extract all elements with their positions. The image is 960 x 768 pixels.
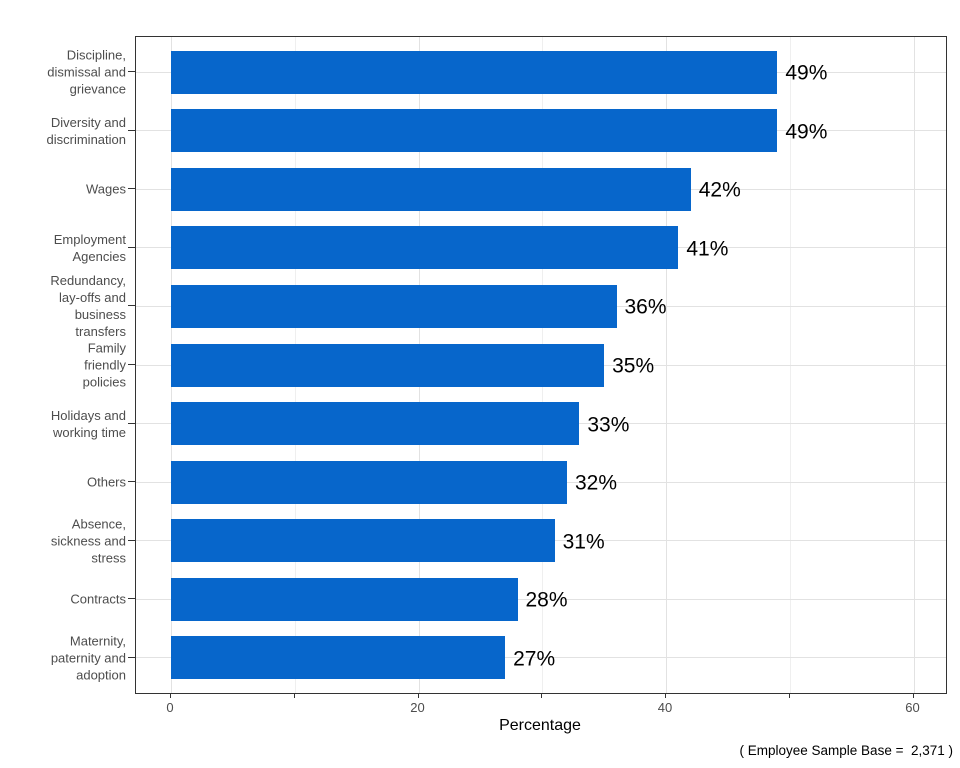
bar-value-label: 41% xyxy=(686,237,729,261)
bar-value-label: 28% xyxy=(525,588,568,612)
bar-value-label: 42% xyxy=(698,178,741,202)
x-tick-label: 20 xyxy=(410,700,425,715)
y-tick xyxy=(128,598,135,600)
x-tick-label: 60 xyxy=(905,700,920,715)
bar-value-label: 27% xyxy=(513,647,556,671)
category-label: Contracts xyxy=(70,591,126,607)
sample-base-caption: ( Employee Sample Base = 2,371 ) xyxy=(739,743,954,758)
bar-value-label: 49% xyxy=(785,120,828,144)
x-tick xyxy=(170,693,171,698)
bar-value-label: 33% xyxy=(587,413,630,437)
y-tick xyxy=(128,481,135,483)
bar-value-label: 31% xyxy=(562,530,605,554)
y-tick xyxy=(128,246,135,248)
bar-value-label: 36% xyxy=(624,295,667,319)
bar xyxy=(171,284,617,328)
x-axis-title: Percentage xyxy=(499,717,581,734)
bar xyxy=(171,577,518,621)
bar-value-label: 32% xyxy=(575,471,618,495)
y-tick xyxy=(128,129,135,131)
bar xyxy=(171,460,567,504)
y-tick xyxy=(128,422,135,424)
bar xyxy=(171,402,580,446)
y-tick xyxy=(128,539,135,541)
bar xyxy=(171,50,778,94)
bar xyxy=(171,636,506,680)
bar-value-label: 35% xyxy=(612,354,655,378)
category-label: Others xyxy=(86,474,126,490)
bar xyxy=(171,519,555,563)
x-tick xyxy=(541,693,543,698)
y-tick xyxy=(128,188,135,190)
bar xyxy=(171,167,691,211)
bar-value-label: 49% xyxy=(785,61,828,85)
y-tick xyxy=(128,305,135,307)
x-tick xyxy=(665,693,666,698)
x-tick-label: 40 xyxy=(657,700,673,715)
bar xyxy=(171,226,679,270)
category-label: Diversity and discrimination xyxy=(46,114,126,147)
category-label: Employment Agencies xyxy=(53,231,126,264)
bar xyxy=(171,109,778,153)
category-label: Absence, sickness and stress xyxy=(50,516,126,566)
h-gridline xyxy=(136,657,946,659)
bar xyxy=(171,343,605,387)
category-label: Discipline, dismissal and grievance xyxy=(47,47,126,97)
y-tick xyxy=(128,364,135,365)
y-tick xyxy=(128,71,135,73)
category-label: Holidays and working time xyxy=(50,407,126,440)
category-label: Wages xyxy=(86,181,126,197)
y-tick xyxy=(128,656,135,658)
plot-panel: 49% 49% 42% 41% 36% 35% 33% 32% 31% 28% 27% xyxy=(135,36,947,694)
x-tick xyxy=(912,693,914,698)
category-label: Maternity, paternity and adoption xyxy=(50,633,126,683)
category-label: Family friendly policies xyxy=(82,340,126,390)
x-tick-label: 0 xyxy=(166,700,174,715)
category-label: Redundancy, lay-offs and business transf… xyxy=(50,273,126,340)
x-tick xyxy=(293,693,295,698)
x-tick xyxy=(788,693,790,698)
h-gridline xyxy=(136,598,946,600)
x-tick xyxy=(417,693,419,698)
